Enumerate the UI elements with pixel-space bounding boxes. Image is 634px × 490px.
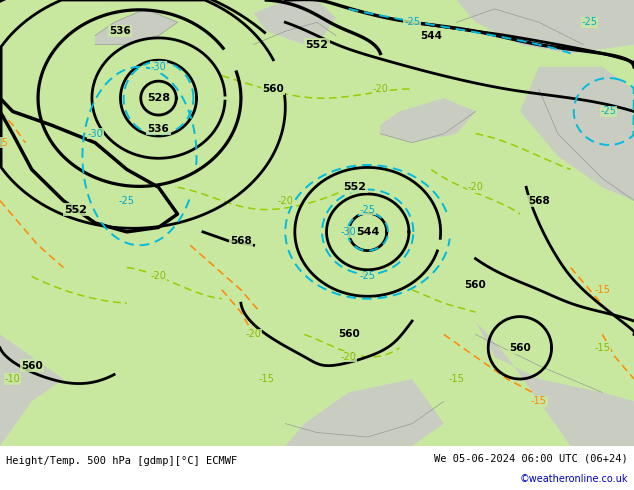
Text: -20: -20 <box>245 329 262 340</box>
Text: -20: -20 <box>150 271 167 281</box>
Text: 560: 560 <box>21 361 42 370</box>
Text: -20: -20 <box>467 182 484 192</box>
Text: -15: -15 <box>594 285 611 295</box>
Text: -15: -15 <box>448 374 465 384</box>
Text: -20: -20 <box>277 196 294 206</box>
Text: -15: -15 <box>531 396 547 406</box>
Text: -30: -30 <box>87 129 103 139</box>
Text: -25: -25 <box>600 106 617 117</box>
Text: -10: -10 <box>5 374 20 384</box>
Text: 568: 568 <box>230 236 252 246</box>
Polygon shape <box>254 0 336 45</box>
Text: 536: 536 <box>148 124 169 134</box>
Text: Height/Temp. 500 hPa [gdmp][°C] ECMWF: Height/Temp. 500 hPa [gdmp][°C] ECMWF <box>6 456 238 466</box>
Text: 536: 536 <box>110 26 131 36</box>
Text: -25: -25 <box>359 204 376 215</box>
Polygon shape <box>380 98 476 143</box>
Text: 552: 552 <box>306 40 328 49</box>
Text: -25: -25 <box>581 17 598 27</box>
Text: We 05-06-2024 06:00 UTC (06+24): We 05-06-2024 06:00 UTC (06+24) <box>434 453 628 463</box>
Text: -15: -15 <box>258 374 275 384</box>
Text: 544: 544 <box>420 31 442 41</box>
Text: -20: -20 <box>372 84 389 94</box>
Polygon shape <box>476 321 634 446</box>
Polygon shape <box>95 9 178 45</box>
Polygon shape <box>0 334 63 446</box>
Text: -25: -25 <box>404 17 420 27</box>
Text: ©weatheronline.co.uk: ©weatheronline.co.uk <box>519 474 628 484</box>
Text: -30: -30 <box>341 227 356 237</box>
Text: -25: -25 <box>359 271 376 281</box>
Polygon shape <box>520 67 634 201</box>
Text: -15: -15 <box>0 138 8 147</box>
Text: 568: 568 <box>528 196 550 206</box>
Text: 544: 544 <box>356 227 379 237</box>
Text: 528: 528 <box>147 93 170 103</box>
Text: 552: 552 <box>65 204 87 215</box>
Text: -20: -20 <box>340 352 357 362</box>
Text: 560: 560 <box>509 343 531 353</box>
Polygon shape <box>456 0 634 53</box>
Text: 560: 560 <box>338 329 359 340</box>
Text: 560: 560 <box>262 84 283 94</box>
Polygon shape <box>285 379 444 446</box>
Text: 552: 552 <box>344 182 366 192</box>
Text: -30: -30 <box>151 62 166 72</box>
Text: -25: -25 <box>119 196 135 206</box>
Text: 560: 560 <box>465 280 486 291</box>
Text: -15: -15 <box>594 343 611 353</box>
